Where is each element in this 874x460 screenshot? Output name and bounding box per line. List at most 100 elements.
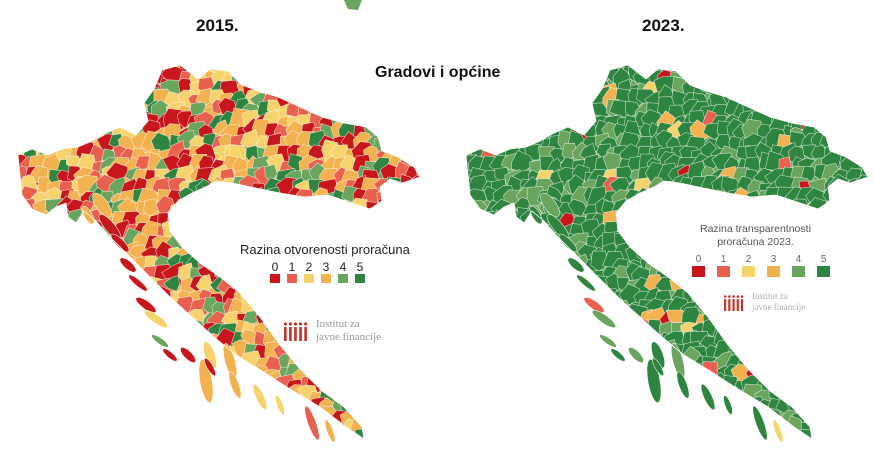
municipality-cell (21, 84, 40, 100)
municipality-cell (780, 343, 796, 364)
municipality-cell (371, 255, 393, 274)
municipality-cell (18, 233, 22, 250)
municipality-cell (33, 65, 52, 77)
municipality-cell (691, 65, 711, 73)
municipality-cell (48, 242, 68, 264)
municipality-cell (221, 433, 238, 439)
legend-2023-swatch-1 (717, 266, 730, 277)
municipality-cell (458, 237, 463, 252)
municipality-cell (347, 96, 371, 122)
municipality-cell (165, 364, 181, 380)
municipality-cell (737, 65, 756, 79)
municipality-cell (374, 400, 395, 420)
municipality-cell (100, 319, 118, 341)
municipality-cell (264, 200, 285, 220)
municipality-cell (383, 65, 408, 69)
municipality-cell (680, 199, 699, 220)
municipality-cell (232, 55, 251, 63)
municipality-cell (822, 410, 844, 431)
municipality-cell (630, 223, 657, 248)
municipality-cell (468, 266, 488, 287)
municipality-cell (395, 55, 414, 63)
municipality-cell (503, 373, 523, 392)
municipality-cell (869, 367, 874, 383)
municipality-cell (42, 117, 66, 142)
municipality-cell (21, 343, 42, 360)
municipality-cell (490, 78, 513, 98)
municipality-cell (24, 411, 45, 433)
municipality-cell (266, 65, 287, 75)
municipality-cell (272, 193, 291, 210)
municipality-cell (478, 239, 500, 262)
municipality-cell (31, 76, 50, 101)
municipality-cell (846, 373, 868, 397)
municipality-cell (175, 398, 198, 415)
municipality-cell (419, 375, 420, 392)
municipality-cell (35, 374, 56, 391)
legend-2015-swatch-3 (321, 274, 331, 283)
municipality-cell (18, 123, 21, 141)
municipality-cell (733, 399, 752, 416)
municipality-cell (63, 275, 84, 296)
municipality-cell (845, 398, 866, 417)
municipality-cell (155, 376, 171, 394)
municipality-cell (243, 65, 264, 71)
municipality-cell (388, 99, 407, 117)
municipality-cell (652, 244, 679, 270)
municipality-cell (365, 201, 381, 220)
municipality-cell (487, 407, 508, 428)
municipality-cell (88, 235, 107, 254)
municipality-cell (525, 398, 542, 416)
municipality-cell (712, 73, 728, 90)
municipality-cell (665, 188, 687, 208)
municipality-cell (695, 409, 712, 425)
municipality-cell (267, 291, 284, 308)
municipality-cell (339, 55, 359, 62)
municipality-cell (211, 399, 228, 418)
municipality-cell (771, 311, 791, 333)
municipality-cell (188, 408, 202, 427)
municipality-cell (458, 190, 463, 207)
municipality-cell (68, 364, 88, 383)
municipality-cell (861, 111, 868, 134)
municipality-cell (506, 234, 524, 250)
municipality-cell (570, 399, 592, 417)
municipality-cell (512, 405, 537, 429)
municipality-cell (30, 100, 54, 125)
municipality-cell (110, 77, 128, 95)
municipality-cell (513, 89, 536, 113)
municipality-cell (362, 407, 384, 426)
municipality-cell (91, 79, 110, 97)
municipality-cell (810, 79, 836, 102)
municipality-cell (870, 158, 874, 177)
municipality-cell (550, 284, 567, 304)
municipality-cell (97, 300, 115, 317)
municipality-cell (22, 55, 40, 62)
municipality-cell (583, 399, 600, 416)
municipality-cell (208, 65, 232, 67)
municipality-cell (56, 224, 76, 243)
municipality-cell (550, 83, 570, 110)
municipality-cell (849, 330, 868, 355)
municipality-cell (341, 77, 364, 99)
island (558, 233, 578, 253)
municipality-cell (27, 421, 45, 439)
municipality-cell (355, 93, 373, 108)
municipality-cell (833, 419, 857, 439)
municipality-cell (32, 248, 53, 266)
municipality-cell (466, 90, 478, 110)
municipality-cell (514, 386, 535, 412)
municipality-cell (523, 88, 545, 110)
municipality-cell (625, 224, 642, 242)
municipality-cell (747, 331, 771, 356)
municipality-cell (384, 410, 410, 431)
municipality-cell (687, 421, 706, 438)
municipality-cell (46, 65, 64, 74)
municipality-cell (466, 89, 467, 106)
municipality-cell (579, 387, 600, 404)
municipality-cell (352, 79, 374, 97)
municipality-cell (766, 351, 784, 375)
municipality-cell (87, 89, 109, 112)
municipality-cell (555, 331, 577, 349)
municipality-cell (842, 102, 858, 120)
